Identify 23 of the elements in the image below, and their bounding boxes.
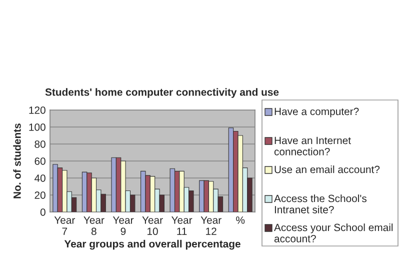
x-axis-title: Year groups and overall percentage [64, 240, 240, 250]
x-tick-label: Year 9 [112, 216, 134, 236]
legend-label: Use an email account? [274, 166, 380, 174]
x-tick-label: Year 12 [200, 216, 222, 235]
x-tick-label: % [236, 216, 245, 224]
x-tick-label: Year 11 [171, 216, 192, 235]
x-tick-label: Year 10 [142, 216, 163, 236]
legend-label: Access your School email account? [274, 224, 393, 242]
y-tick-label: 40 [34, 174, 46, 182]
legend-label: Access the School's Intranet site? [274, 194, 367, 214]
y-axis-title: No. of students [13, 124, 21, 198]
chart-title: Students' home computer connectivity and use [45, 88, 279, 98]
y-tick-label: 0 [40, 208, 46, 216]
y-tick-label: 20 [34, 192, 46, 199]
x-tick-label: Year 8 [84, 216, 104, 236]
legend-label: Have a computer? [274, 108, 359, 118]
y-tick-label: 60 [34, 158, 46, 165]
bar [170, 168, 176, 212]
x-tick-label: Year 7 [54, 216, 75, 235]
y-tick-label: 80 [34, 140, 46, 148]
y-tick-label: 120 [29, 106, 46, 114]
y-tick-label: 100 [29, 124, 46, 131]
legend-label: Have an Internet connection? [274, 136, 351, 156]
